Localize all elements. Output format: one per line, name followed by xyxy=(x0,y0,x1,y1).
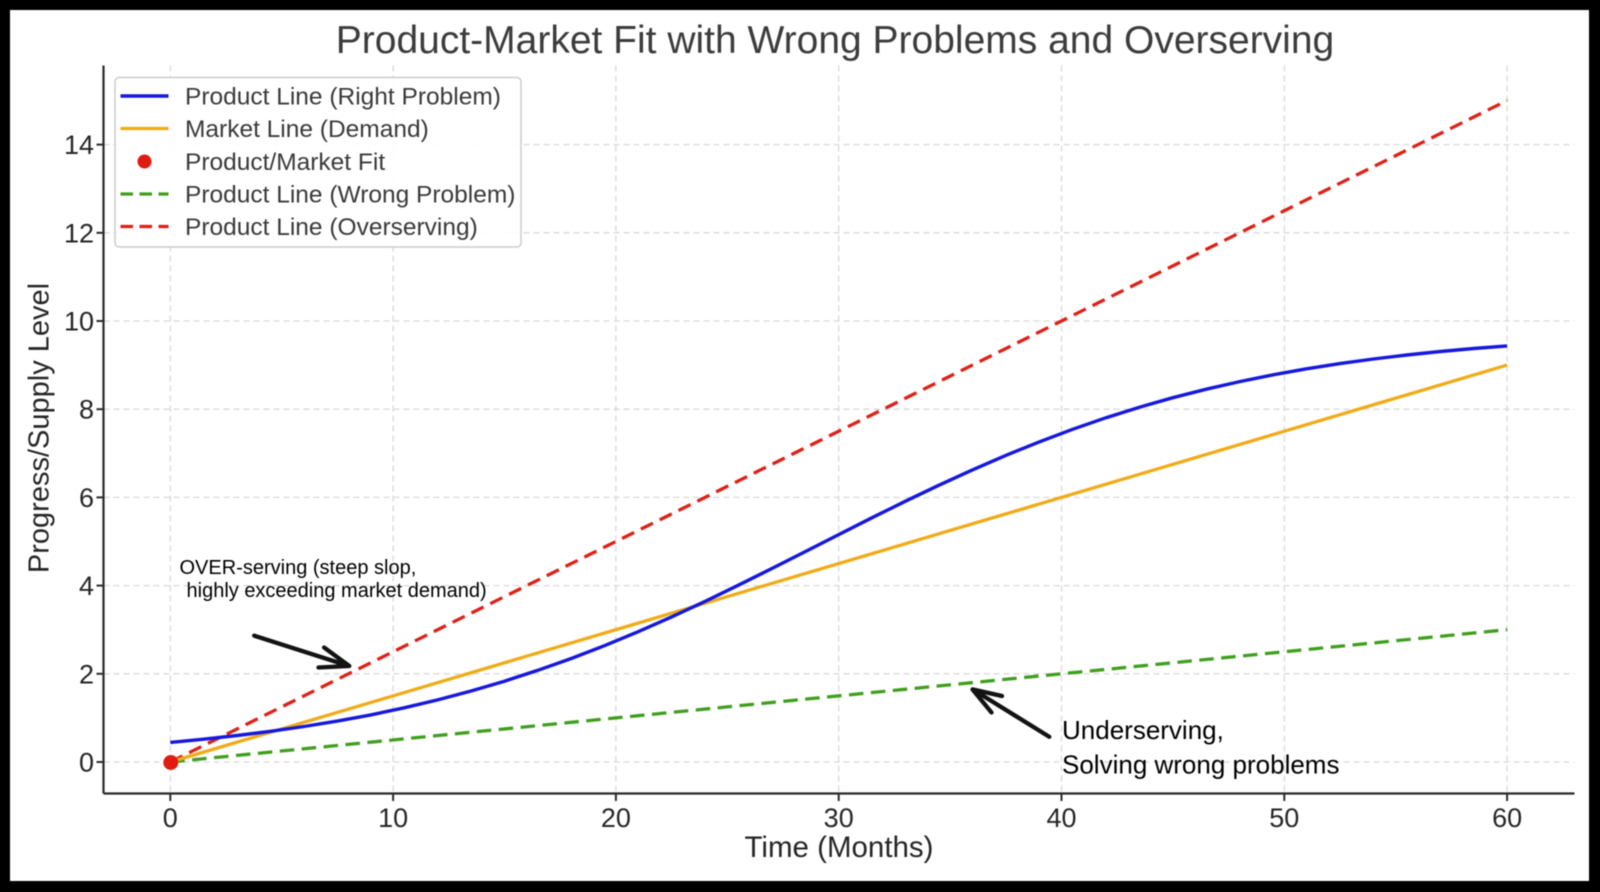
svg-text:10: 10 xyxy=(64,307,94,337)
svg-text:60: 60 xyxy=(1492,803,1522,833)
svg-text:Product/Market Fit: Product/Market Fit xyxy=(185,149,385,176)
svg-text:14: 14 xyxy=(64,130,94,160)
svg-text:20: 20 xyxy=(601,803,631,833)
svg-text:10: 10 xyxy=(378,803,408,833)
svg-text:Product Line (Wrong Problem): Product Line (Wrong Problem) xyxy=(185,182,515,209)
svg-text:Market Line (Demand): Market Line (Demand) xyxy=(185,116,429,143)
svg-text:0: 0 xyxy=(79,748,94,778)
svg-text:Product Line (Right Problem): Product Line (Right Problem) xyxy=(185,84,501,111)
svg-text:6: 6 xyxy=(79,483,94,513)
svg-text:OVER-serving (steep slop,: OVER-serving (steep slop, xyxy=(180,557,417,579)
svg-text:Product Line (Overserving): Product Line (Overserving) xyxy=(185,214,478,241)
svg-text:30: 30 xyxy=(824,803,854,833)
svg-text:8: 8 xyxy=(79,395,94,425)
svg-text:Progress/Supply Level: Progress/Supply Level xyxy=(24,283,56,573)
svg-text:2: 2 xyxy=(79,659,94,689)
svg-text:Time (Months): Time (Months) xyxy=(744,831,933,864)
svg-text:Product-Market Fit with Wrong: Product-Market Fit with Wrong Problems a… xyxy=(336,19,1334,62)
svg-text:40: 40 xyxy=(1046,803,1076,833)
svg-text:Solving wrong problems: Solving wrong problems xyxy=(1062,750,1339,780)
svg-text:50: 50 xyxy=(1269,803,1299,833)
svg-text:0: 0 xyxy=(163,803,178,833)
svg-text:12: 12 xyxy=(64,218,94,248)
svg-text:4: 4 xyxy=(79,571,94,601)
svg-text:highly exceeding market demand: highly exceeding market demand) xyxy=(187,580,487,602)
svg-text:Underserving,: Underserving, xyxy=(1062,715,1224,745)
